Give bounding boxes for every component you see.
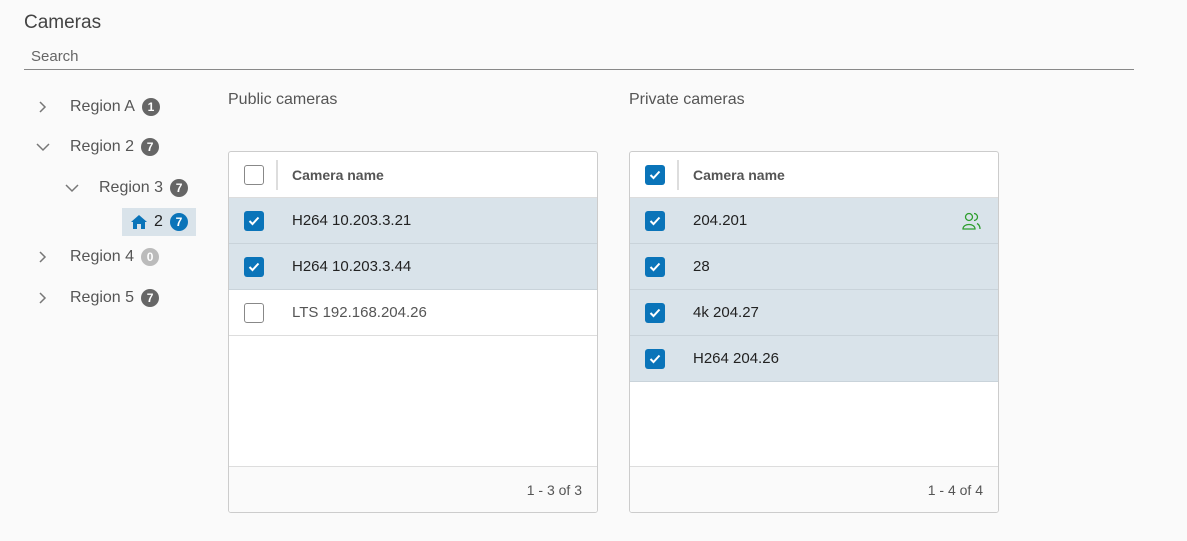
count-badge: 7: [141, 289, 160, 307]
table-row[interactable]: H264 10.203.3.21: [229, 198, 597, 244]
table-row[interactable]: LTS 192.168.204.26: [229, 290, 597, 336]
shared-users-icon: [962, 212, 982, 234]
table-header: Camera name: [630, 152, 998, 198]
tree-node-label: Region 4: [70, 248, 135, 265]
table-row[interactable]: 4k 204.27: [630, 290, 998, 336]
tree-node[interactable]: Region 2 7: [36, 133, 160, 161]
camera-name: H264 10.203.3.21: [292, 212, 412, 229]
row-checkbox[interactable]: [244, 302, 264, 323]
column-divider: [276, 159, 278, 190]
chevron-right-icon[interactable]: [36, 291, 70, 305]
camera-name: H264 204.26: [693, 350, 779, 367]
table-row[interactable]: H264 204.26: [630, 336, 998, 382]
pagination-text: 1 - 3 of 3: [526, 481, 582, 498]
chevron-down-icon[interactable]: [65, 181, 99, 195]
row-checkbox[interactable]: [645, 256, 665, 277]
column-header-camera-name[interactable]: Camera name: [693, 166, 785, 183]
count-badge: 7: [141, 138, 160, 156]
row-checkbox[interactable]: [244, 256, 264, 277]
search-input[interactable]: [24, 44, 1134, 70]
table-header: Camera name: [229, 152, 597, 198]
chevron-down-icon[interactable]: [36, 140, 70, 154]
tree-node[interactable]: Region A 1: [36, 93, 160, 121]
page-title: Cameras: [24, 12, 102, 33]
row-checkbox[interactable]: [645, 348, 665, 369]
column-header-camera-name[interactable]: Camera name: [292, 166, 384, 183]
select-all-checkbox[interactable]: [244, 164, 264, 185]
camera-name: LTS 192.168.204.26: [292, 304, 427, 321]
table-row[interactable]: H264 10.203.3.44: [229, 244, 597, 290]
count-badge: 7: [170, 179, 189, 197]
chevron-right-icon[interactable]: [36, 250, 70, 264]
tree-node-label: Region 5: [70, 289, 135, 306]
tree-node[interactable]: Region 4 0: [36, 243, 160, 271]
pagination-text: 1 - 4 of 4: [927, 481, 983, 498]
home-icon: [130, 214, 154, 230]
row-checkbox[interactable]: [645, 302, 665, 323]
pagination: 1 - 4 of 4: [630, 466, 998, 512]
table-row[interactable]: 28: [630, 244, 998, 290]
tree-node[interactable]: Region 5 7: [36, 284, 160, 312]
tree-node-label: Region 3: [99, 179, 164, 196]
camera-name: 28: [693, 258, 710, 275]
row-checkbox[interactable]: [244, 210, 264, 231]
public-cameras-table: Camera name H264 10.203.3.21 H264 10.203.3…: [228, 151, 598, 513]
private-cameras-title: Private cameras: [629, 91, 745, 108]
row-checkbox[interactable]: [645, 210, 665, 231]
camera-name: 4k 204.27: [693, 304, 759, 321]
camera-name: H264 10.203.3.44: [292, 258, 412, 275]
tree-node[interactable]: Region 3 7: [65, 174, 189, 202]
tree-node-label: 2: [154, 213, 163, 230]
public-cameras-title: Public cameras: [228, 91, 338, 108]
tree-node-label: Region A: [70, 98, 135, 115]
table-row[interactable]: 204.201: [630, 198, 998, 244]
count-badge: 7: [169, 213, 188, 231]
chevron-right-icon[interactable]: [36, 100, 70, 114]
count-badge: 0: [141, 248, 160, 266]
pagination: 1 - 3 of 3: [229, 466, 597, 512]
select-all-checkbox[interactable]: [645, 164, 665, 185]
count-badge: 1: [141, 98, 160, 116]
camera-name: 204.201: [693, 212, 748, 229]
tree-node-label: Region 2: [70, 138, 135, 155]
private-cameras-table: Camera name 204.201 28 4k 204.27 H264 204.26…: [629, 151, 999, 513]
column-divider: [677, 159, 679, 190]
